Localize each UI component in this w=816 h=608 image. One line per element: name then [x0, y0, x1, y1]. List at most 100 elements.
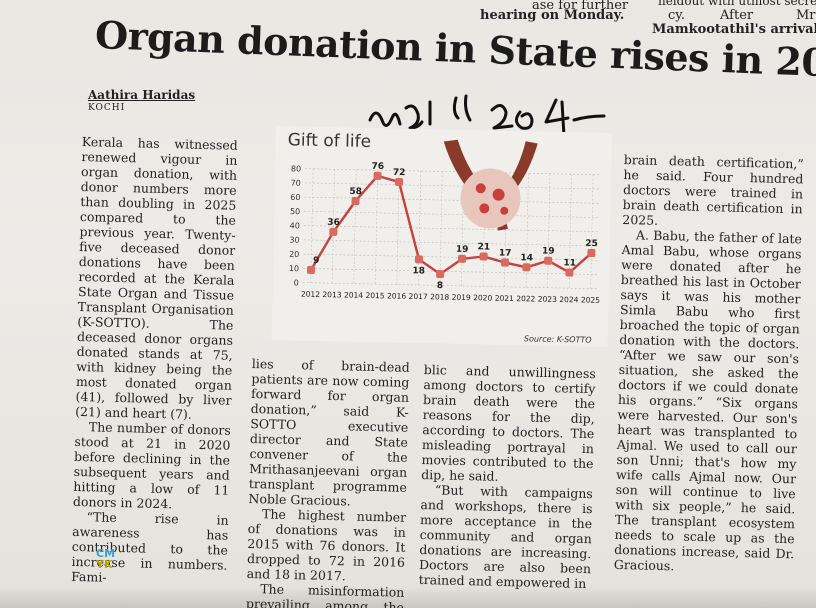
data-label: 19 [456, 245, 469, 255]
data-label: 58 [349, 187, 362, 197]
data-label: 9 [313, 256, 319, 266]
x-tick-label: 2019 [452, 293, 471, 302]
data-label: 76 [371, 162, 384, 172]
article-column-4: brain death certification,” he said. Fou… [614, 152, 804, 576]
gridline [590, 174, 594, 289]
adjacent-text-left-2: hearing on Monday. [480, 8, 625, 23]
article-column-1: Kerala has witnessed renewed vigour in o… [71, 134, 238, 588]
print-mark-cm: CM [96, 547, 116, 560]
y-tick-label: 20 [289, 250, 299, 259]
data-point [522, 263, 531, 272]
paragraph: “But with campaigns and workshops, there… [418, 482, 594, 592]
y-tick-label: 80 [291, 164, 301, 173]
gridline [332, 169, 335, 284]
x-tick-label: 2022 [516, 294, 535, 303]
gridline [304, 211, 601, 218]
gridline [482, 172, 486, 287]
data-point [414, 255, 423, 264]
data-point [373, 171, 382, 180]
x-tick-label: 2012 [301, 290, 320, 299]
x-tick-label: 2020 [473, 293, 492, 302]
data-point [587, 248, 596, 258]
data-point [544, 256, 553, 265]
paragraph: The highest number of donations was in 2… [246, 506, 407, 584]
gridline [305, 168, 602, 176]
gridline [303, 239, 600, 247]
gridline [525, 173, 529, 288]
byline: Aathira Haridas KOCHI [88, 88, 195, 113]
gridline [568, 174, 572, 289]
data-point [457, 254, 467, 263]
x-tick-label: 2021 [495, 294, 514, 303]
data-label: 8 [437, 281, 443, 291]
data-label: 17 [499, 248, 512, 258]
chart-plot: 0 10 20 30 40 50 60 70 80 9 2012 36 2013 58 2014 76 2015… [289, 162, 602, 305]
y-tick-label: 50 [290, 207, 300, 216]
x-tick-label: 2014 [344, 290, 363, 299]
gridline [418, 171, 422, 286]
y-tick-label: 40 [290, 221, 300, 230]
data-label: 11 [563, 258, 576, 268]
print-mark-yk: YK [96, 558, 113, 571]
paragraph: The number of donors stood at 21 in 2020… [72, 419, 231, 512]
x-tick-label: 2024 [559, 295, 578, 304]
data-point [306, 265, 316, 274]
gridline [302, 282, 599, 290]
y-tick-label: 70 [291, 179, 301, 188]
adjacent-text-right-3: Mamkootathil's arrival in [652, 22, 816, 37]
adjacent-text-right-2b: After [720, 8, 754, 23]
data-point [479, 252, 488, 261]
dateline-location: KOCHI [88, 103, 126, 113]
article-column-2: lies of brain-dead patients are now comi… [245, 356, 410, 608]
chart-source: Source: K-SOTTO [523, 334, 592, 345]
print-registration-marks: CM YK [96, 548, 115, 570]
y-tick-label: 0 [294, 278, 299, 287]
gridline [303, 268, 599, 275]
data-label: 72 [393, 168, 406, 178]
gridline [547, 173, 551, 288]
adjacent-text-right-2a: cy. [668, 8, 686, 23]
gridline [439, 171, 443, 286]
y-tick-label: 10 [289, 264, 299, 273]
x-tick-label: 2023 [538, 295, 557, 304]
gridline [303, 253, 600, 261]
paragraph: blic and unwillingness among doctors to … [421, 362, 596, 484]
paragraph: A. Babu, the father of late Amal Babu, w… [613, 227, 803, 574]
page-shadow [0, 586, 816, 608]
paragraph: “The rise in awareness has contributed t… [71, 509, 229, 585]
data-point [329, 227, 338, 236]
gridline [396, 170, 400, 285]
data-label: 36 [327, 218, 340, 228]
y-tick-label: 60 [290, 193, 300, 202]
gridline [304, 182, 601, 190]
data-point [500, 258, 510, 267]
x-tick-label: 2016 [387, 291, 406, 300]
x-tick-label: 2025 [581, 295, 600, 304]
hands-heart-illustration [443, 139, 538, 231]
handwritten-annotation [368, 94, 606, 138]
data-label: 14 [520, 253, 533, 263]
data-point [394, 177, 404, 187]
paragraph: lies of brain-dead patients are now comi… [248, 356, 410, 509]
data-label: 21 [477, 242, 490, 252]
data-point [351, 196, 360, 206]
gridline [375, 170, 378, 285]
gridline [303, 225, 600, 233]
x-tick-label: 2013 [322, 290, 341, 299]
author-name: Aathira Haridas [88, 88, 196, 102]
article-column-3: blic and unwillingness among doctors to … [419, 362, 596, 591]
x-tick-label: 2015 [365, 291, 384, 300]
adjacent-text-left: ase for further [532, 0, 629, 13]
data-label: 25 [585, 239, 598, 249]
gridline [461, 171, 465, 286]
data-point [436, 270, 445, 279]
adjacent-text-right-2c: Mr [796, 8, 816, 23]
data-label: 18 [412, 266, 425, 276]
gridline [353, 169, 357, 284]
data-point [565, 268, 574, 277]
x-tick-label: 2017 [409, 292, 428, 301]
gridline [310, 168, 314, 283]
y-tick-label: 30 [289, 236, 299, 245]
gift-of-life-chart: Gift of life 0 10 20 30 40 50 60 70 80 9 2012 36 201… [271, 126, 612, 347]
paragraph: Kerala has witnessed renewed vigour in o… [75, 134, 238, 422]
